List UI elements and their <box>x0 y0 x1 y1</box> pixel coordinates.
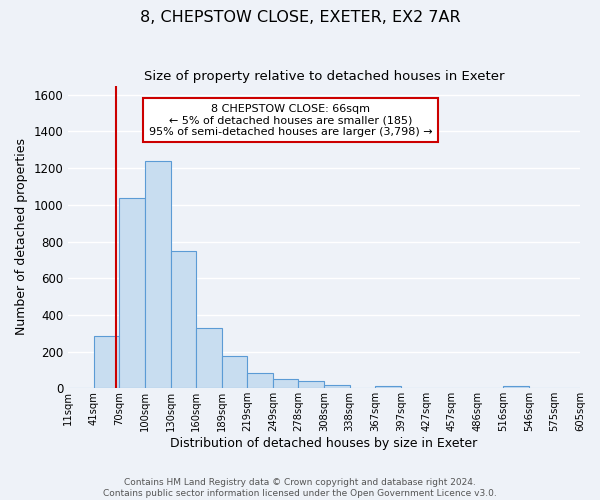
X-axis label: Distribution of detached houses by size in Exeter: Distribution of detached houses by size … <box>170 437 478 450</box>
Bar <box>273 379 298 388</box>
Bar <box>196 328 222 388</box>
Bar <box>324 385 350 388</box>
Bar <box>503 386 529 388</box>
Bar <box>247 372 273 388</box>
Bar <box>119 198 145 388</box>
Bar <box>145 161 170 388</box>
Title: Size of property relative to detached houses in Exeter: Size of property relative to detached ho… <box>144 70 505 83</box>
Bar <box>170 250 196 388</box>
Bar <box>375 386 401 388</box>
Bar <box>94 336 119 388</box>
Y-axis label: Number of detached properties: Number of detached properties <box>15 138 28 336</box>
Text: Contains HM Land Registry data © Crown copyright and database right 2024.
Contai: Contains HM Land Registry data © Crown c… <box>103 478 497 498</box>
Text: 8, CHEPSTOW CLOSE, EXETER, EX2 7AR: 8, CHEPSTOW CLOSE, EXETER, EX2 7AR <box>140 10 460 25</box>
Text: 8 CHEPSTOW CLOSE: 66sqm
← 5% of detached houses are smaller (185)
95% of semi-de: 8 CHEPSTOW CLOSE: 66sqm ← 5% of detached… <box>149 104 433 137</box>
Bar <box>298 382 324 388</box>
Bar <box>222 356 247 388</box>
